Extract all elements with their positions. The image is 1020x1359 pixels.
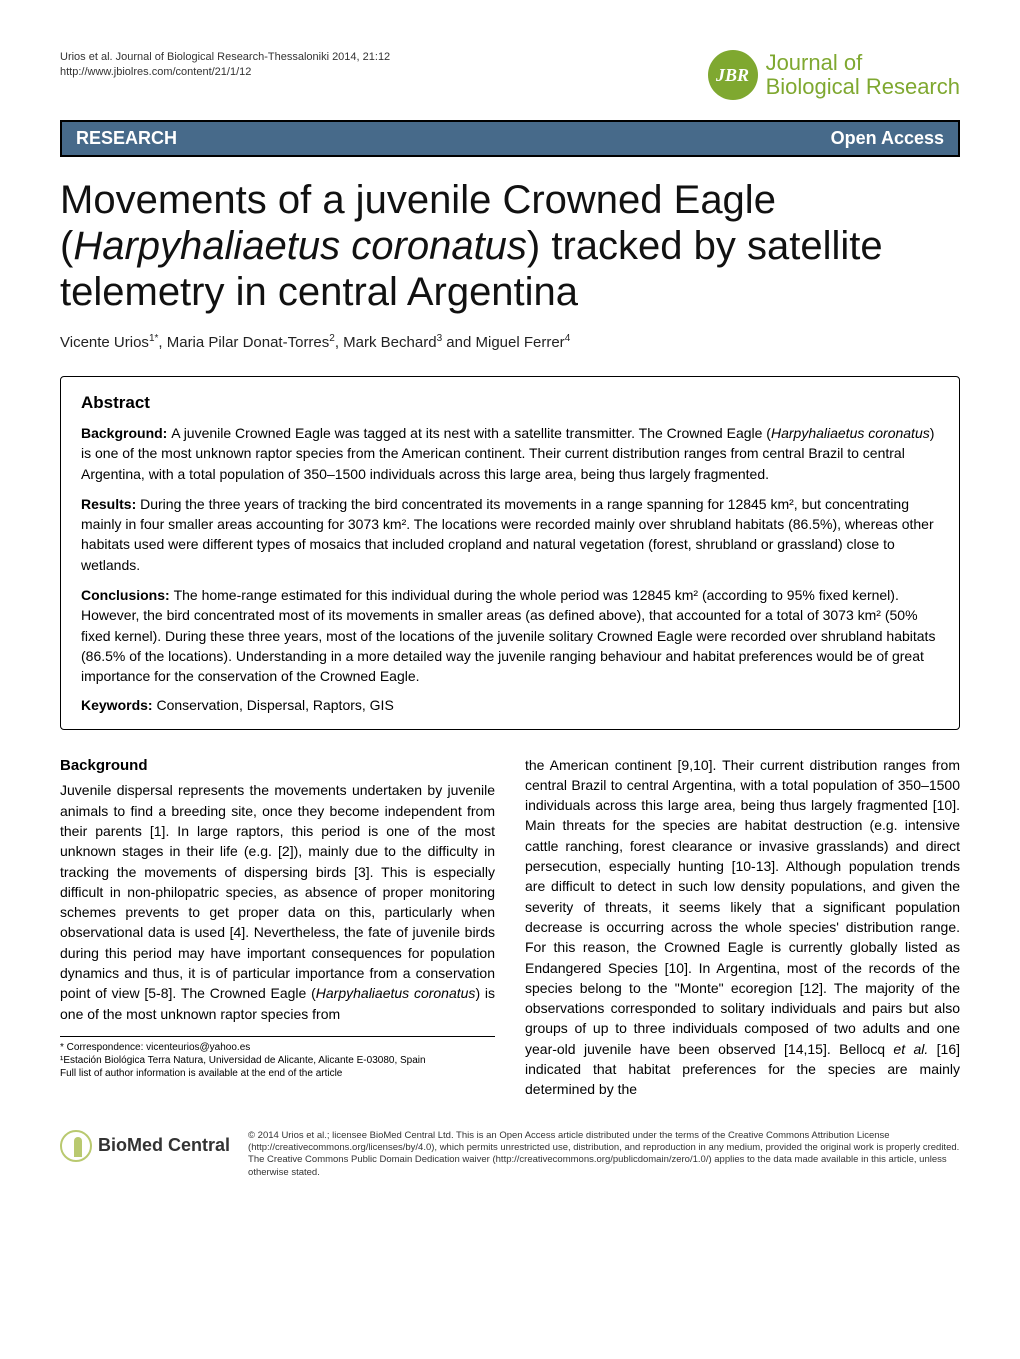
body-columns: Background Juvenile dispersal represents… — [60, 755, 960, 1100]
author-3: , Mark Bechard — [335, 334, 437, 351]
article-type-banner: RESEARCH Open Access — [60, 120, 960, 157]
license-text: © 2014 Urios et al.; licensee BioMed Cen… — [248, 1130, 960, 1179]
journal-name-line2: Biological Research — [766, 75, 960, 99]
abstract-box: Abstract Background: A juvenile Crowned … — [60, 376, 960, 730]
abstract-background-label: Background: — [81, 425, 171, 441]
abstract-background: Background: A juvenile Crowned Eagle was… — [81, 423, 939, 484]
abstract-conclusions: Conclusions: The home-range estimated fo… — [81, 585, 939, 686]
banner-right: Open Access — [831, 128, 944, 149]
bmc-circle-icon — [60, 1130, 92, 1162]
col1-italic: Harpyhaliaetus coronatus — [316, 985, 476, 1001]
abstract-results: Results: During the three years of track… — [81, 494, 939, 575]
abstract-conclusions-text: The home-range estimated for this indivi… — [81, 587, 935, 684]
title-line3: telemetry in central Argentina — [60, 270, 578, 314]
footer-row: BioMed Central © 2014 Urios et al.; lice… — [60, 1120, 960, 1179]
footnote-correspondence: * Correspondence: vicenteurios@yahoo.es — [60, 1041, 495, 1054]
col2-part1: the American continent [9,10]. Their cur… — [525, 757, 960, 1057]
col2-italic: et al. — [893, 1041, 928, 1057]
journal-name-line1: Journal of — [766, 51, 960, 75]
author-list: Vicente Urios1*, Maria Pilar Donat-Torre… — [60, 333, 960, 351]
title-line1: Movements of a juvenile Crowned Eagle — [60, 178, 776, 222]
header-citation-block: Urios et al. Journal of Biological Resea… — [60, 50, 390, 81]
abstract-heading: Abstract — [81, 393, 939, 413]
banner-left: RESEARCH — [76, 128, 177, 149]
footnote-affiliation: ¹Estación Biológica Terra Natura, Univer… — [60, 1054, 495, 1067]
col1-paragraph: Juvenile dispersal represents the moveme… — [60, 780, 495, 1024]
journal-name: Journal of Biological Research — [766, 51, 960, 99]
author-4: and Miguel Ferrer — [442, 334, 565, 351]
author-2: , Maria Pilar Donat-Torres — [158, 334, 329, 351]
abstract-background-text: A juvenile Crowned Eagle was tagged at i… — [171, 425, 771, 441]
author-1-aff: 1* — [149, 333, 158, 344]
biomedcentral-logo: BioMed Central — [60, 1130, 230, 1162]
jbr-badge-icon: JBR — [708, 50, 758, 100]
background-heading: Background — [60, 755, 495, 777]
col2-paragraph: the American continent [9,10]. Their cur… — [525, 755, 960, 1100]
abstract-background-italic: Harpyhaliaetus coronatus — [771, 425, 930, 441]
footnotes: * Correspondence: vicenteurios@yahoo.es … — [60, 1036, 495, 1080]
abstract-results-label: Results: — [81, 496, 140, 512]
citation-url: http://www.jbiolres.com/content/21/1/12 — [60, 65, 390, 80]
journal-logo: JBR Journal of Biological Research — [708, 50, 960, 100]
column-right: the American continent [9,10]. Their cur… — [525, 755, 960, 1100]
footnote-fulllist: Full list of author information is avail… — [60, 1067, 495, 1080]
abstract-keywords: Keywords: Conservation, Dispersal, Rapto… — [81, 697, 939, 713]
col1-text: Juvenile dispersal represents the moveme… — [60, 782, 495, 1001]
title-line2-suffix: ) tracked by satellite — [527, 224, 883, 268]
abstract-conclusions-label: Conclusions: — [81, 587, 174, 603]
abstract-results-text: During the three years of tracking the b… — [81, 496, 934, 573]
abstract-keywords-label: Keywords: — [81, 697, 156, 713]
column-left: Background Juvenile dispersal represents… — [60, 755, 495, 1100]
title-taxon: Harpyhaliaetus coronatus — [73, 224, 527, 268]
abstract-keywords-text: Conservation, Dispersal, Raptors, GIS — [156, 697, 393, 713]
bmc-name: BioMed Central — [98, 1135, 230, 1156]
article-title: Movements of a juvenile Crowned Eagle (H… — [60, 177, 960, 315]
author-1: Vicente Urios — [60, 334, 149, 351]
citation-line: Urios et al. Journal of Biological Resea… — [60, 50, 390, 65]
author-4-aff: 4 — [565, 333, 571, 344]
page-container: Urios et al. Journal of Biological Resea… — [0, 0, 1020, 1219]
title-line2-prefix: ( — [60, 224, 73, 268]
header-row: Urios et al. Journal of Biological Resea… — [60, 50, 960, 100]
